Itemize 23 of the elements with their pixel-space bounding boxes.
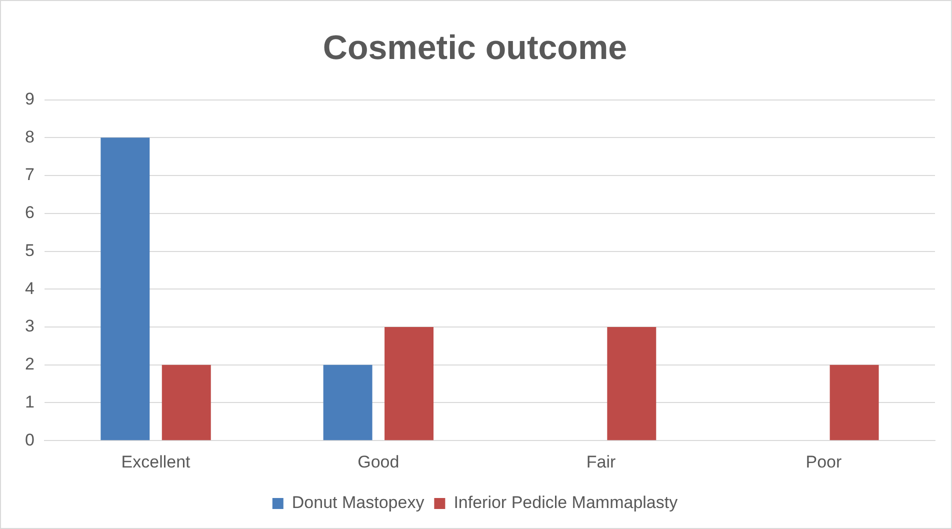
y-tick-label: 1 xyxy=(24,392,34,412)
bar xyxy=(384,327,434,440)
x-tick-label: Good xyxy=(358,452,400,472)
bar xyxy=(100,138,150,440)
y-tick-label: 0 xyxy=(24,430,34,450)
y-tick-label: 4 xyxy=(24,278,34,298)
bar xyxy=(830,364,879,440)
y-tick-label: 5 xyxy=(24,240,34,260)
y-tick-label: 3 xyxy=(24,316,34,336)
x-tick-label: Fair xyxy=(586,452,616,472)
x-tick-label: Poor xyxy=(806,452,842,472)
y-tick-label: 2 xyxy=(24,354,34,374)
bar xyxy=(162,364,211,440)
legend-label: Inferior Pedicle Mammaplasty xyxy=(454,493,678,512)
legend-label: Donut Mastopexy xyxy=(292,493,425,512)
y-tick-label: 7 xyxy=(24,165,34,184)
y-tick-label: 8 xyxy=(24,127,34,146)
bar xyxy=(323,364,372,440)
y-tick-label: 6 xyxy=(24,203,34,222)
bar xyxy=(607,327,656,440)
x-tick-label: Excellent xyxy=(121,452,191,472)
chart-title: Cosmetic outcome xyxy=(322,28,628,67)
y-tick-label: 9 xyxy=(24,89,34,108)
